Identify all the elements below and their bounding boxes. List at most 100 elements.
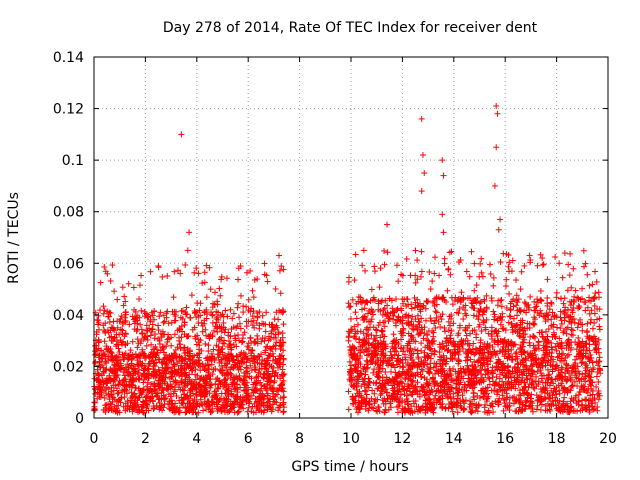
roti-point xyxy=(207,286,214,293)
roti-point xyxy=(365,375,372,382)
roti-point xyxy=(392,296,399,303)
roti-point xyxy=(497,216,504,223)
roti-point xyxy=(544,276,551,283)
roti-point xyxy=(532,304,539,311)
roti-point xyxy=(147,332,154,339)
roti-point xyxy=(234,331,241,338)
roti-point xyxy=(244,408,251,415)
roti-point xyxy=(202,340,209,347)
roti-point xyxy=(424,299,431,306)
roti-point xyxy=(235,276,242,283)
roti-point xyxy=(275,316,282,323)
roti-point xyxy=(553,294,560,301)
x-tick-label: 18 xyxy=(548,431,566,447)
roti-point xyxy=(116,349,123,356)
y-tick-label: 0.02 xyxy=(53,359,84,375)
roti-point xyxy=(132,350,139,357)
roti-point xyxy=(478,328,485,335)
roti-point xyxy=(199,280,206,287)
roti-point xyxy=(390,331,397,338)
roti-point xyxy=(97,279,104,286)
roti-point xyxy=(100,303,107,310)
roti-point xyxy=(500,395,507,402)
roti-point xyxy=(238,339,245,346)
roti-point xyxy=(347,315,354,322)
roti-point xyxy=(218,273,225,280)
roti-point xyxy=(493,144,500,151)
roti-point xyxy=(491,182,498,189)
roti-point xyxy=(170,294,177,301)
roti-point xyxy=(130,284,137,291)
roti-point xyxy=(234,304,241,311)
roti-point xyxy=(352,251,359,258)
roti-point xyxy=(216,285,223,292)
roti-point xyxy=(513,277,520,284)
x-tick-label: 16 xyxy=(496,431,514,447)
roti-point xyxy=(250,294,257,301)
roti-point xyxy=(91,399,98,406)
roti-point xyxy=(575,391,582,398)
roti-point xyxy=(111,288,118,295)
roti-point xyxy=(168,383,175,390)
roti-point xyxy=(279,330,286,337)
roti-point xyxy=(584,271,591,278)
roti-point xyxy=(442,404,449,411)
roti-point xyxy=(103,343,110,350)
roti-point xyxy=(155,335,162,342)
roti-point xyxy=(554,324,561,331)
roti-point xyxy=(178,131,185,138)
roti-point xyxy=(106,319,113,326)
roti-point xyxy=(394,306,401,313)
roti-point xyxy=(414,257,421,264)
roti-point xyxy=(586,282,593,289)
roti-point xyxy=(471,287,478,294)
roti-point xyxy=(110,318,117,325)
roti-point xyxy=(140,379,147,386)
x-tick-label: 0 xyxy=(90,431,99,447)
roti-point xyxy=(346,274,353,281)
roti-point xyxy=(272,285,279,292)
roti-point xyxy=(155,263,162,270)
roti-point xyxy=(207,376,214,383)
roti-point xyxy=(596,315,603,322)
roti-point xyxy=(119,284,126,291)
roti-point xyxy=(470,389,477,396)
roti-point xyxy=(589,325,596,332)
roti-point xyxy=(240,309,247,316)
roti-point xyxy=(383,221,390,228)
roti-point xyxy=(214,351,221,358)
roti-point xyxy=(107,277,114,284)
grid-lines xyxy=(94,57,608,418)
roti-point xyxy=(345,334,352,341)
roti-point xyxy=(149,312,156,319)
roti-point xyxy=(194,300,201,307)
roti-point xyxy=(418,268,425,275)
roti-point xyxy=(430,333,437,340)
roti-point xyxy=(220,313,227,320)
roti-point xyxy=(440,172,447,179)
roti-point xyxy=(247,267,254,274)
roti-point xyxy=(439,157,446,164)
roti-point xyxy=(217,292,224,299)
roti-point xyxy=(506,290,513,297)
roti-point xyxy=(122,330,129,337)
roti-point xyxy=(183,304,190,311)
roti-point xyxy=(152,331,159,338)
roti-point xyxy=(449,408,456,415)
roti-point xyxy=(359,262,366,269)
roti-point xyxy=(362,267,369,274)
roti-point xyxy=(205,348,212,355)
roti-point xyxy=(584,320,591,327)
roti-point xyxy=(421,170,428,177)
roti-point xyxy=(439,211,446,218)
roti-point xyxy=(276,252,283,259)
x-tick-label: 20 xyxy=(599,431,617,447)
roti-point xyxy=(144,336,151,343)
roti-point xyxy=(595,396,602,403)
x-tick-label: 14 xyxy=(445,431,463,447)
roti-point xyxy=(214,328,221,335)
roti-point xyxy=(534,262,541,269)
roti-point xyxy=(264,278,271,285)
roti-point xyxy=(254,336,261,343)
roti-point xyxy=(570,265,577,272)
